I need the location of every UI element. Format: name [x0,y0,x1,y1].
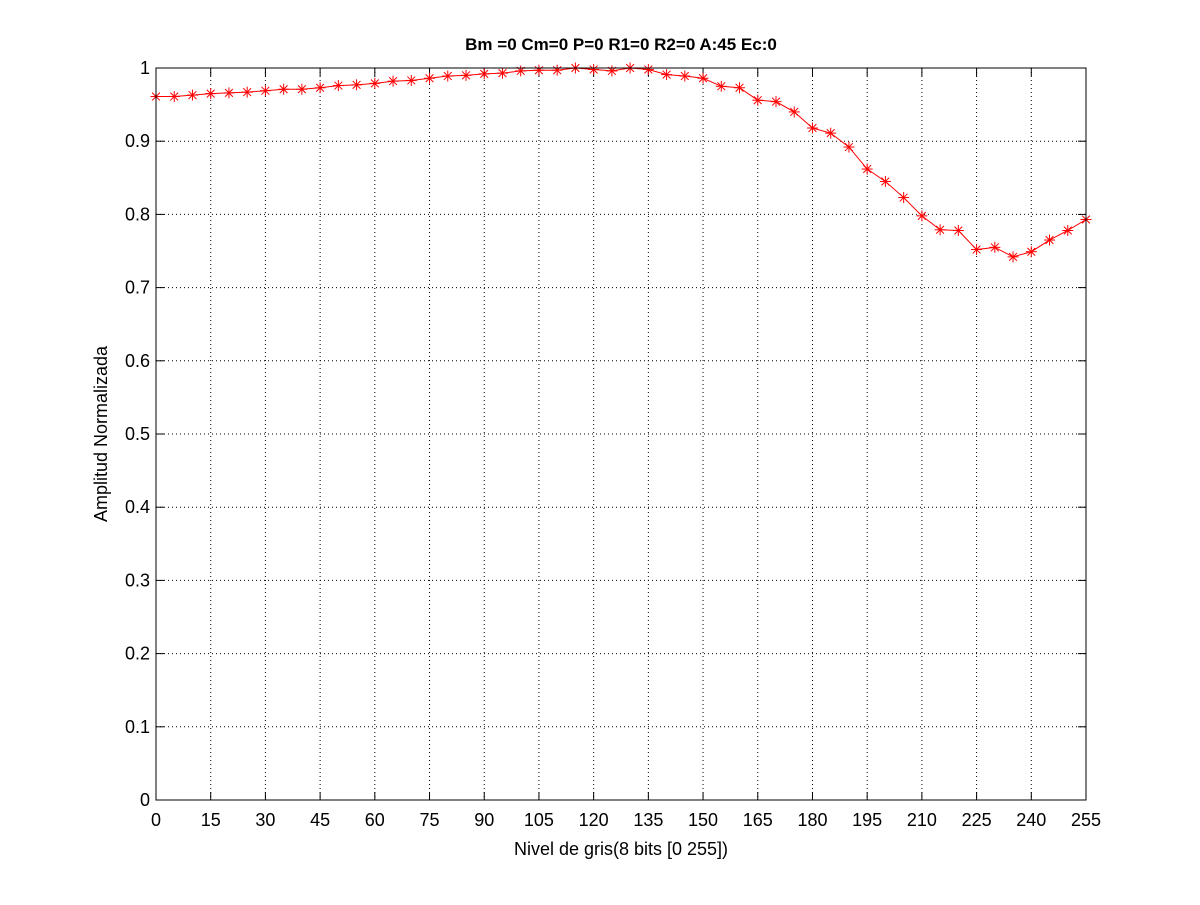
data-point-marker [843,141,855,153]
data-point-marker [551,64,563,76]
data-point-marker [405,74,417,86]
data-point-marker [770,96,782,108]
data-point-marker [332,80,344,92]
chart-title: Bm =0 Cm=0 P=0 R1=0 R2=0 A:45 Ec:0 [465,35,777,54]
x-tick-label: 225 [962,810,992,830]
data-point-marker [259,85,271,97]
data-point-marker [734,82,746,94]
y-tick-label: 0.9 [125,131,150,151]
data-point-marker [971,244,983,256]
x-tick-label: 75 [420,810,440,830]
x-tick-label: 165 [743,810,773,830]
data-point-marker [296,83,308,95]
y-tick-label: 0.8 [125,204,150,224]
data-point-marker [679,70,691,82]
x-tick-label: 15 [201,810,221,830]
series-layer [150,62,1092,263]
data-point-marker [241,86,253,98]
x-axis-title: Nivel de gris(8 bits [0 255]) [514,839,728,859]
axes-box [155,67,1087,801]
y-tick-label: 0.3 [125,570,150,590]
y-tick-label: 0.5 [125,424,150,444]
y-tick-label: 0 [140,790,150,810]
data-point-marker [1025,246,1037,258]
y-tick-label: 0.7 [125,278,150,298]
y-tick-label: 0.2 [125,644,150,664]
data-point-marker [606,65,618,77]
data-point-marker [788,106,800,118]
x-tick-label: 135 [633,810,663,830]
data-point-marker [661,69,673,81]
data-point-marker [1007,251,1019,263]
y-tick-label: 0.1 [125,717,150,737]
x-tick-labels: 0 15 30 45 60 75 90 105 120 135 150 165 180 195 210 225… [151,810,1101,830]
data-point-marker [1062,225,1074,237]
data-point-marker [205,88,217,100]
x-tick-label: 180 [797,810,827,830]
y-tick-label: 0.6 [125,351,150,371]
data-point-marker [478,68,490,80]
data-point-marker [715,80,727,92]
data-point-marker [825,127,837,139]
x-tick-label: 60 [365,810,385,830]
y-tick-label: 0.4 [125,497,150,517]
data-point-marker [314,82,326,94]
data-point-marker [752,94,764,106]
x-tick-label: 240 [1016,810,1046,830]
series-line [156,67,1087,258]
y-tick-labels: 0 0.1 0.2 0.3 0.4 0.5 0.6 0.7 0.8 0.9 1 [125,58,150,810]
x-tick-label: 120 [579,810,609,830]
data-point-marker [989,241,1001,253]
data-point-marker [1044,234,1056,246]
data-point-marker [861,163,873,175]
data-point-marker [369,77,381,89]
data-point-marker [879,175,891,187]
data-point-marker [916,210,928,222]
data-point-marker [533,64,545,76]
data-point-marker [223,87,235,99]
data-point-marker [806,122,818,134]
x-tick-label: 30 [255,810,275,830]
data-point-marker [168,91,180,103]
data-point-marker [387,75,399,87]
data-point-marker [642,63,654,75]
data-point-marker [898,192,910,204]
y-tick-label: 1 [140,58,150,78]
data-point-marker [496,67,508,79]
data-point-marker [934,224,946,236]
data-point-marker [351,79,363,91]
x-tick-label: 0 [151,810,161,830]
x-tick-label: 195 [852,810,882,830]
x-tick-label: 255 [1071,810,1101,830]
data-point-marker [515,65,527,77]
x-tick-label: 210 [907,810,937,830]
data-point-marker [424,72,436,84]
y-axis-title: Amplitud Normalizada [91,345,111,522]
data-point-marker [186,89,198,101]
data-point-marker [952,225,964,237]
data-point-marker [588,63,600,75]
grid [156,68,1086,800]
x-tick-label: 90 [474,810,494,830]
x-tick-label: 45 [310,810,330,830]
data-point-marker [697,72,709,84]
x-tick-label: 150 [688,810,718,830]
data-point-marker [278,83,290,95]
x-tick-label: 105 [524,810,554,830]
data-point-marker [442,70,454,82]
data-point-marker [460,69,472,81]
